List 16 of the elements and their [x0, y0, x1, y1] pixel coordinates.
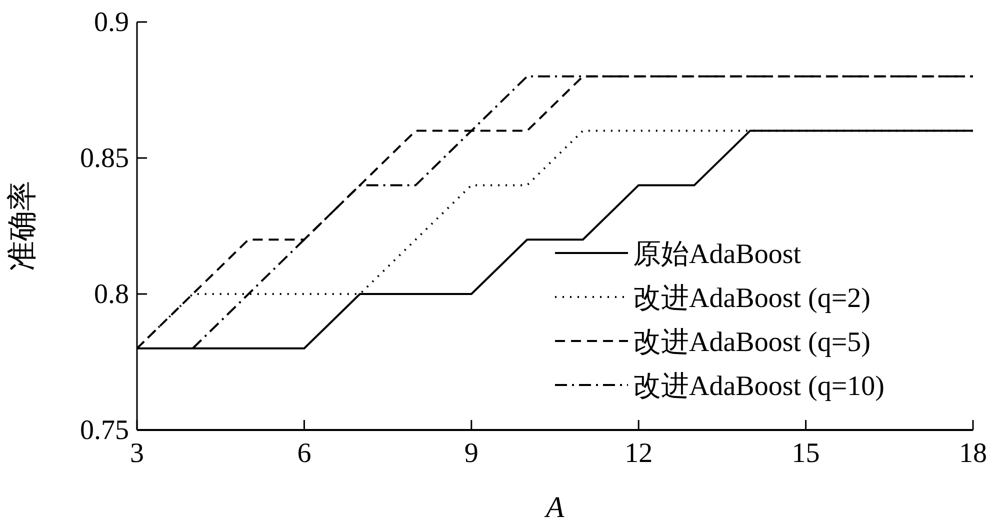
- x-tick-label: 9: [464, 438, 478, 469]
- legend-label: 改进AdaBoost (q=10): [633, 371, 884, 402]
- y-tick-label: 0.9: [94, 7, 129, 38]
- legend-label: 改进AdaBoost (q=2): [633, 283, 870, 314]
- x-tick-label: 12: [624, 438, 653, 469]
- x-axis-title: A: [544, 491, 565, 524]
- x-tick-label: 18: [959, 438, 987, 469]
- legend-label: 改进AdaBoost (q=5): [633, 327, 870, 358]
- x-tick-label: 6: [297, 438, 312, 469]
- y-tick-label: 0.75: [80, 415, 129, 446]
- legend-label: 原始AdaBoost: [633, 239, 802, 270]
- x-tick-label: 15: [792, 438, 820, 469]
- y-tick-label: 0.8: [94, 279, 129, 310]
- y-axis-title: 准确率: [6, 181, 39, 271]
- y-tick-label: 0.85: [80, 143, 129, 174]
- x-tick-label: 3: [130, 438, 144, 469]
